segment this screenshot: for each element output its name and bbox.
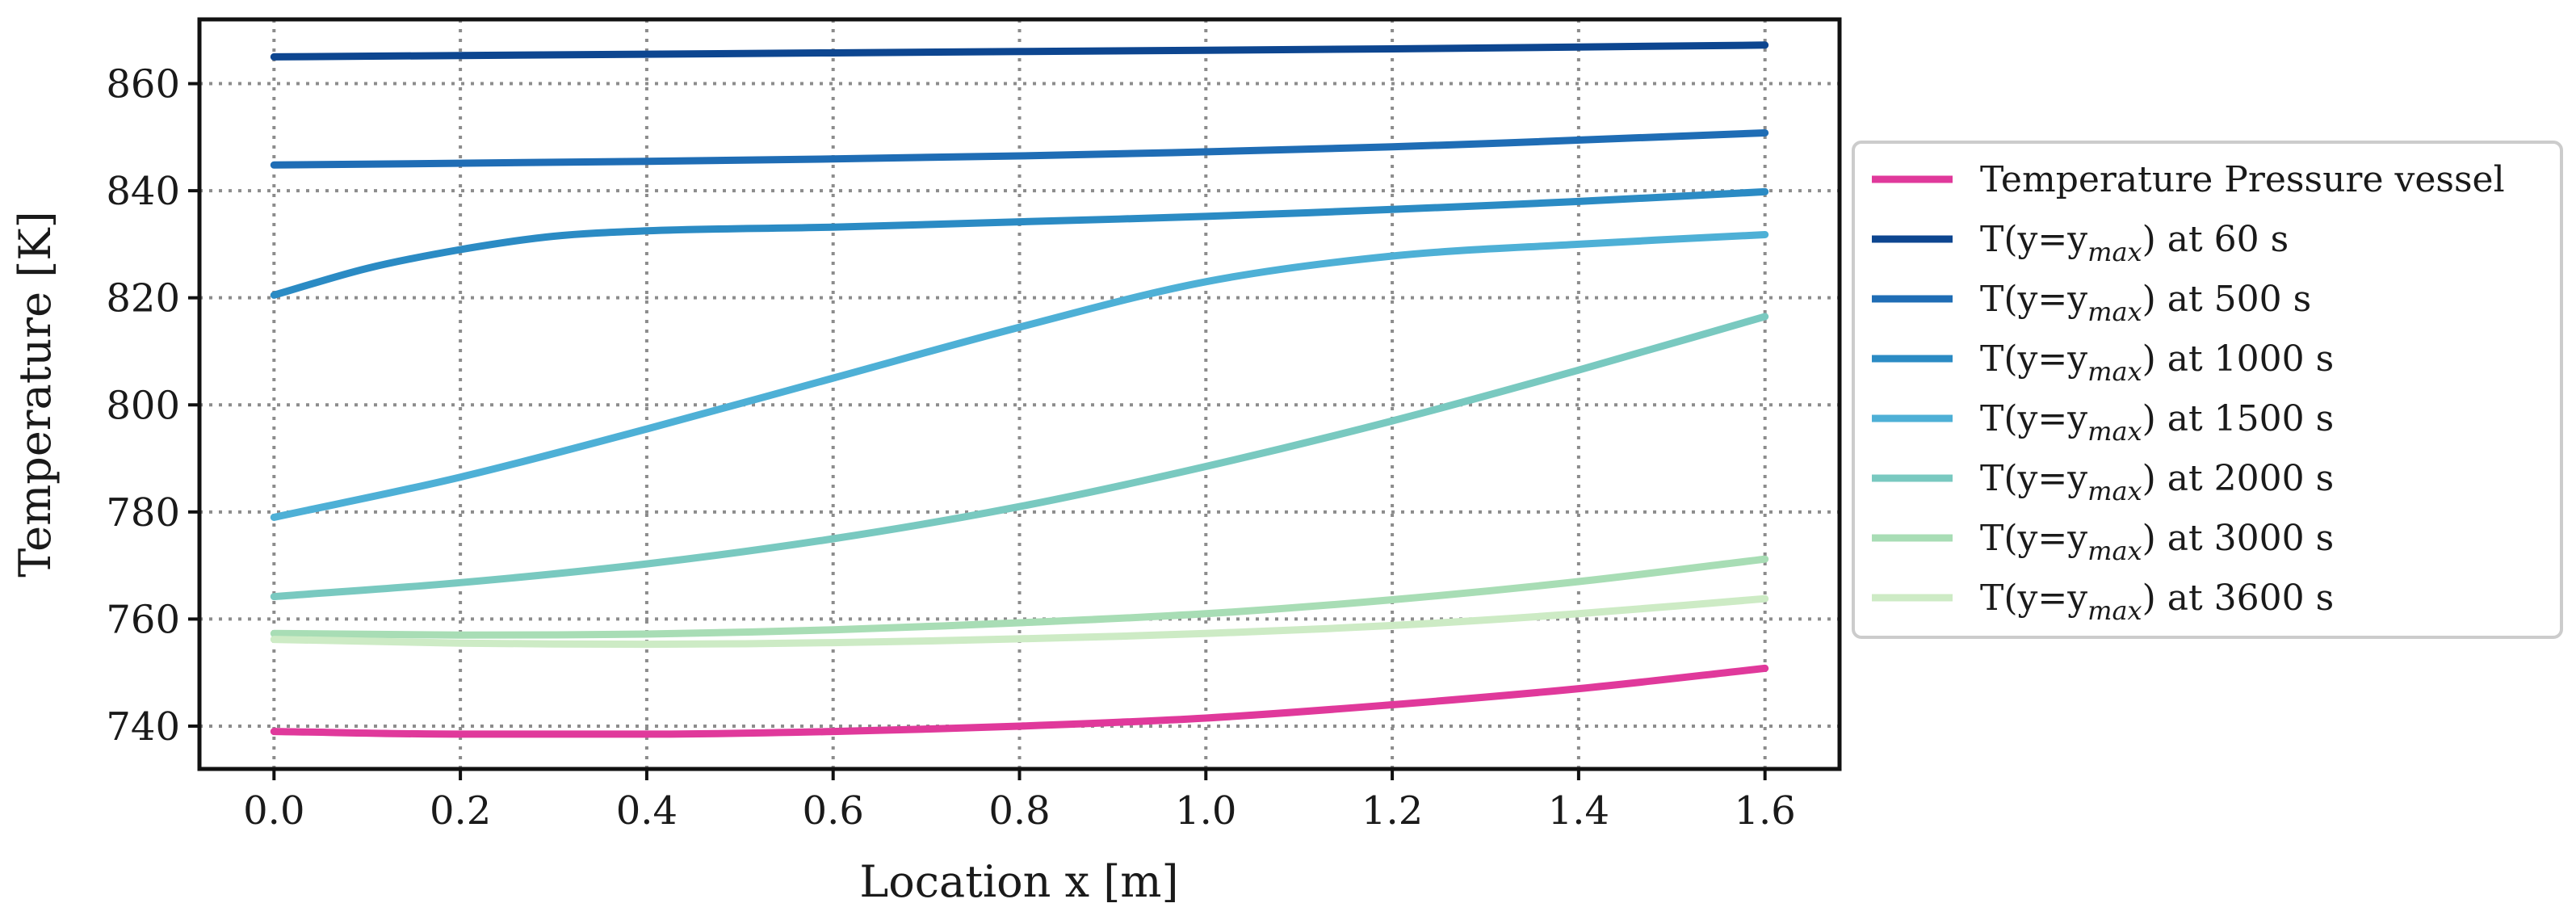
x-tick-label: 1.0	[1175, 788, 1236, 834]
plot-frame	[197, 17, 1842, 771]
series-line-0	[270, 664, 1769, 738]
series-group	[270, 41, 1769, 738]
y-tick-label: 740	[106, 704, 180, 750]
series-line-4	[270, 231, 1769, 521]
series-line-2	[270, 129, 1769, 169]
y-axis: 740 760 780 800 820 840 860	[106, 62, 199, 750]
legend-label-6: T(y=ymax) at 3000 s	[1980, 518, 2334, 566]
legend-label-2: T(y=ymax) at 500 s	[1980, 279, 2311, 327]
x-tick-label: 0.6	[803, 788, 864, 834]
legend-label-7: T(y=ymax) at 3600 s	[1980, 578, 2334, 626]
legend-box	[1852, 141, 2563, 639]
legend-label-4: T(y=ymax) at 1500 s	[1980, 398, 2334, 447]
y-tick-label: 860	[106, 62, 180, 107]
y-tick-label: 780	[106, 490, 180, 536]
x-axis-title: Location x [m]	[859, 856, 1178, 907]
x-tick-label: 0.8	[988, 788, 1050, 834]
series-line-5	[270, 313, 1769, 601]
y-axis-title: Temperature [K]	[10, 211, 61, 577]
x-axis: 0.0 0.2 0.4 0.6 0.8 1.0 1.2 1.4 1.6	[243, 769, 1796, 834]
legend-label-0: Temperature Pressure vessel	[1980, 159, 2505, 200]
legend-label-1: T(y=ymax) at 60 s	[1980, 219, 2289, 267]
x-tick-label: 0.0	[243, 788, 304, 834]
legend-label-3: T(y=ymax) at 1000 s	[1980, 338, 2334, 387]
series-line-1	[270, 41, 1769, 61]
x-tick-label: 1.4	[1548, 788, 1609, 834]
x-tick-label: 1.2	[1361, 788, 1423, 834]
series-line-6	[270, 555, 1769, 639]
y-tick-label: 800	[106, 383, 180, 428]
legend: Temperature Pressure vessel T(y=ymax) at …	[1852, 141, 2563, 639]
grid	[199, 19, 1840, 769]
y-tick-label: 840	[106, 169, 180, 214]
x-tick-label: 0.2	[430, 788, 491, 834]
x-tick-label: 1.6	[1735, 788, 1796, 834]
y-tick-label: 760	[106, 597, 180, 642]
legend-label-5: T(y=ymax) at 2000 s	[1980, 458, 2334, 506]
y-tick-label: 820	[106, 276, 180, 321]
x-tick-label: 0.4	[616, 788, 678, 834]
series-line-3	[270, 187, 1769, 299]
series-line-7	[270, 594, 1769, 649]
